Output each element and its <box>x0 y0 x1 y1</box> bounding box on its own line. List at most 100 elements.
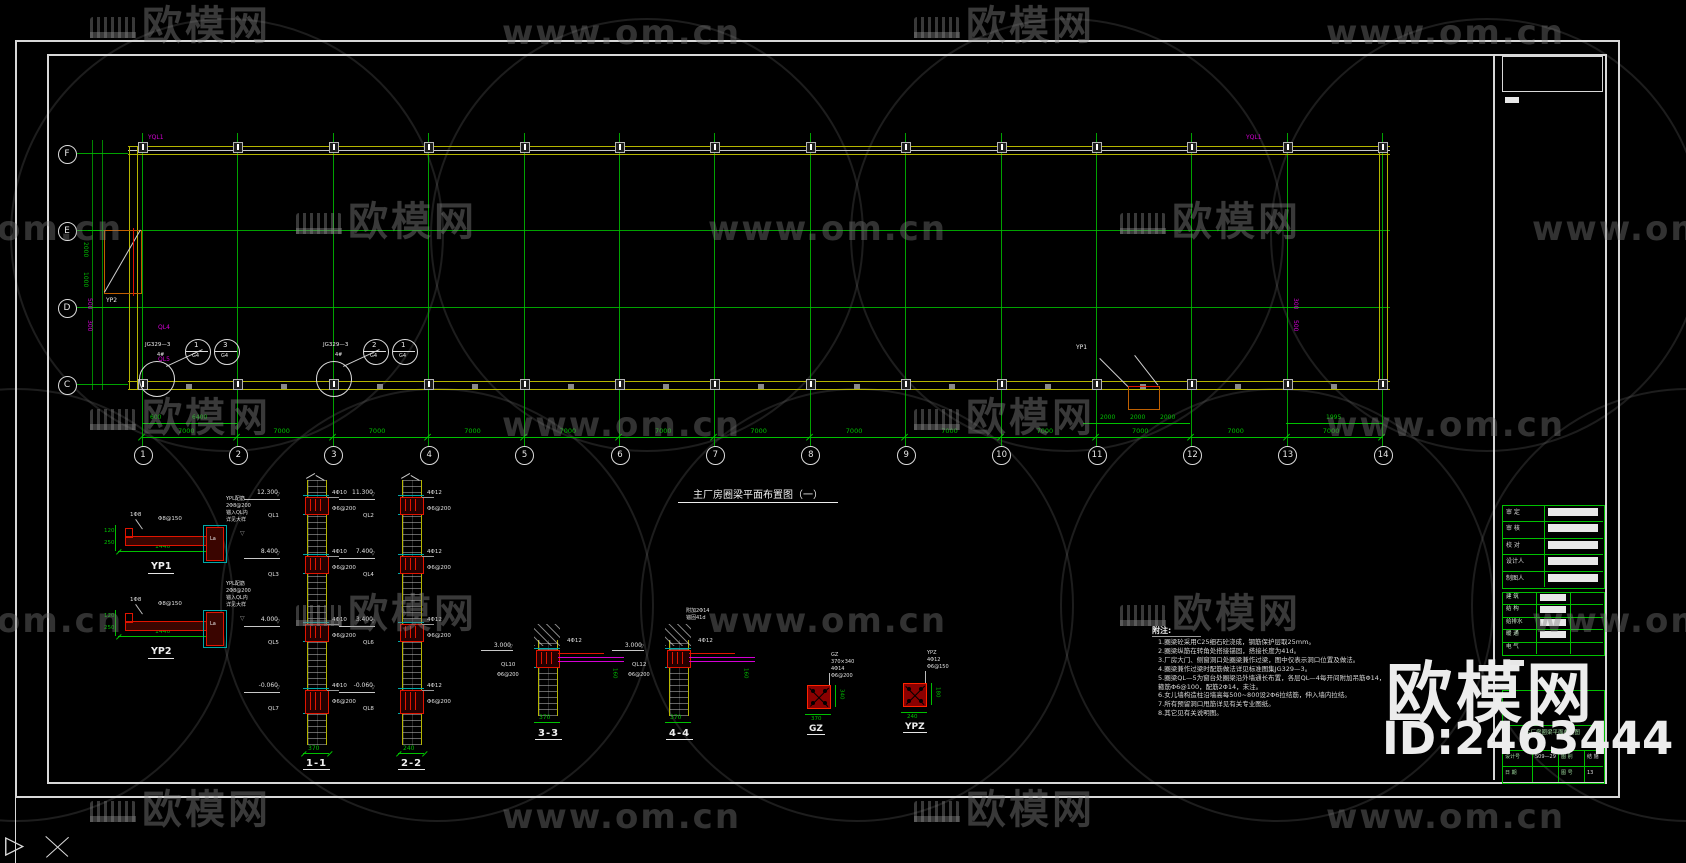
callout-column-circle <box>139 361 175 397</box>
stirrup-text: Φ6@200 <box>427 633 451 639</box>
column-web <box>1382 381 1385 387</box>
ring-beam-bar <box>405 692 406 710</box>
wall-pilaster-mark <box>663 384 669 389</box>
rebar-text: 4Φ10 <box>332 683 347 689</box>
plan-annotation-white: YP1 <box>1076 344 1088 351</box>
column-section-detail <box>807 685 831 709</box>
column-mark <box>996 379 1007 390</box>
stirrup-text: Φ6@200 <box>497 672 519 678</box>
yp-side-note: 详见大样 <box>226 517 247 523</box>
yp-side-note: YPL配筋 <box>226 581 245 587</box>
dim-text-sub: 2000 <box>1130 414 1146 421</box>
rebar-text: 4Φ10 <box>332 490 347 496</box>
elevation-flag-icon: ▽ <box>276 551 280 557</box>
detail-bubble-divider <box>393 351 415 352</box>
sofa-icon <box>914 801 960 822</box>
dim-line-main <box>142 437 1383 438</box>
ring-beam-band <box>305 624 329 642</box>
dim-text-bay: 7000 <box>655 427 672 435</box>
column-web <box>523 144 526 150</box>
wall-pilaster-mark <box>567 384 574 389</box>
detail-bubble-number: 3 <box>223 341 228 349</box>
doc-value: 结 施 <box>1587 754 1599 760</box>
watermark-url-text: www.om.cn <box>502 13 742 53</box>
titleblock-logo-cell <box>1502 56 1603 92</box>
discipline-label: 结 构 <box>1506 606 1519 613</box>
ring-beam-bar <box>310 499 311 511</box>
beam-edge-cyan <box>534 648 560 649</box>
leader <box>422 497 434 498</box>
column-mark <box>138 142 148 153</box>
elevation-line <box>339 499 375 500</box>
column-mark <box>1378 379 1389 390</box>
titleblock-left-line <box>1493 56 1495 780</box>
axis-bubble-number: 3 <box>324 445 344 465</box>
yp-side-note: 2Φ8@200 <box>226 503 251 509</box>
ring-beam-bar <box>405 558 406 570</box>
doc-value: 13 <box>1587 770 1594 776</box>
ring-beam-bar <box>315 626 316 638</box>
sheet-inner-frame <box>47 54 1607 784</box>
leader <box>829 673 830 685</box>
dim-text: 250 <box>104 625 115 631</box>
dim-text-sub: 600 <box>150 414 162 421</box>
personnel-label: 审 核 <box>1506 525 1520 533</box>
dim-text-bay: 7000 <box>1036 427 1054 435</box>
sheet-left-edge-line <box>15 794 16 863</box>
personnel-label: 制图人 <box>1506 574 1525 582</box>
detail-bubble-number: 2 <box>372 341 377 349</box>
elevation-flag-icon: ▽ <box>371 551 375 557</box>
roof-hatch <box>665 624 691 646</box>
column-mark <box>901 142 912 153</box>
axis-grid-line-vertical <box>1286 133 1288 448</box>
table-line <box>1502 616 1603 618</box>
watermark-url-text: www.om.cn <box>502 797 742 837</box>
leader <box>925 671 926 683</box>
column-mark <box>424 379 435 390</box>
detail-bubble-divider <box>364 351 386 352</box>
yp-side-note: 详见大样 <box>226 602 247 608</box>
detail-bubble-sheet: G4 <box>192 353 200 359</box>
axis-grid-line-vertical <box>1382 133 1384 448</box>
dim-text-bay: 7000 <box>464 427 481 435</box>
yp-beam-mark: La <box>210 536 216 542</box>
detail-bubble <box>185 339 211 365</box>
ql-mark: QL3 <box>268 572 279 578</box>
elevation-text: 3.000 <box>493 642 511 649</box>
leader <box>327 690 339 691</box>
doc-label: 图 号 <box>1561 770 1573 776</box>
extra-grid-line <box>92 140 93 390</box>
yp-detail-group: 120 250 1440 La 1Φ8 Φ8@150 YPL配筋 2Φ8@200 锚入QL内 详见… <box>100 492 270 577</box>
ql-mark: QL12 <box>632 662 647 668</box>
rebar-text: 4Φ12 <box>567 638 582 644</box>
axis-grid-line-vertical <box>1191 133 1193 448</box>
top-wall-outer-line <box>128 146 1390 147</box>
section-label: 3-3 <box>535 728 563 740</box>
rebar-text: 4Φ10 <box>332 549 347 555</box>
column-mark <box>1187 379 1198 390</box>
elevation-flag-icon: ▽ <box>240 615 245 622</box>
detail-bubble-number: 1 <box>194 341 199 349</box>
discipline-label: 给排水 <box>1506 618 1523 625</box>
ring-beam-bar <box>682 652 683 664</box>
drawing-title-cell: 主厂房圈梁平面布置图 <box>1524 730 1580 736</box>
paperspace-ucs-icon: ▷ <box>5 830 25 859</box>
column-web <box>1382 144 1385 150</box>
rebar-text: 4Φ12 <box>427 490 442 496</box>
axis-bubble-letter: C <box>57 375 77 395</box>
top-wall-inner-line <box>128 154 1390 155</box>
table-line <box>1502 604 1603 606</box>
axis-grid-line-vertical <box>714 133 716 448</box>
column-detail-note: 4Φ14 <box>831 666 845 672</box>
table-line <box>1502 725 1603 726</box>
wall-pilaster-mark <box>472 384 479 389</box>
ring-beam-bar <box>315 558 316 570</box>
ring-beam-band <box>400 556 424 574</box>
dim-text-bay: 7000 <box>1322 427 1340 435</box>
stirrup-text: Φ6@200 <box>427 565 451 571</box>
plan-title: 主厂房圈梁平面布置图（一） <box>678 486 838 503</box>
column-mark <box>710 379 721 390</box>
yp-beam <box>206 527 224 561</box>
axis-bubble-number: 10 <box>992 445 1012 465</box>
watermark-brand-text: 欧模网 <box>142 395 271 441</box>
